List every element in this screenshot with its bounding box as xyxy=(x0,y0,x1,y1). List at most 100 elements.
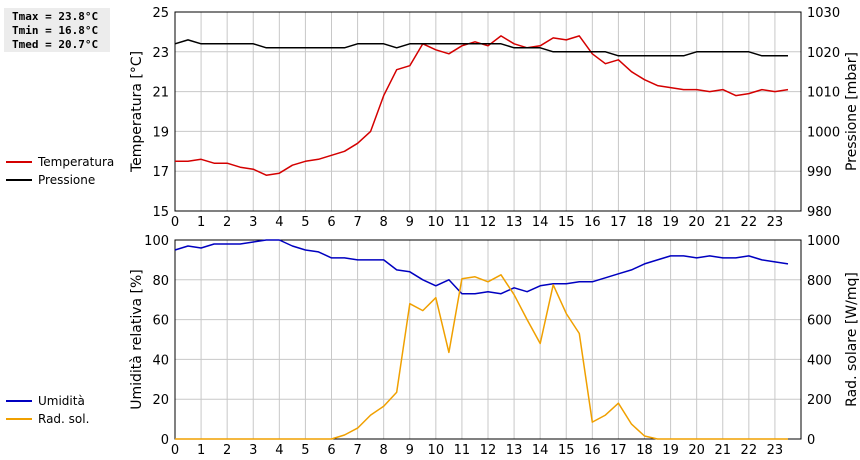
y-right-tick-label: 980 xyxy=(807,205,832,220)
y-right-tick-label: 600 xyxy=(807,314,832,329)
x-tick-label: 14 xyxy=(532,215,549,230)
y-left-tick-label: 25 xyxy=(152,6,169,21)
legend-swatch-pressione xyxy=(6,179,32,181)
legend-label-pressione: Pressione xyxy=(38,173,96,187)
x-tick-label: 9 xyxy=(406,443,414,458)
legend-top: Temperatura Pressione xyxy=(6,153,114,189)
chart-panel-1: 0 1 2 3 4 5 6 7 8 9 10 11 12 13 14 15 16 17 18 19 20 21 22 2302… xyxy=(129,234,860,458)
x-tick-label: 8 xyxy=(380,215,388,230)
y-right-axis-label: Pressione [mbar] xyxy=(844,52,860,171)
legend-label-umidita: Umidità xyxy=(38,394,85,408)
legend-item-umidita: Umidità xyxy=(6,392,89,410)
y-right-tick-label: 0 xyxy=(807,433,815,448)
y-left-tick-label: 21 xyxy=(152,86,169,101)
x-tick-label: 20 xyxy=(688,443,705,458)
series-line-temperatura xyxy=(175,35,789,176)
x-tick-label: 20 xyxy=(688,215,705,230)
legend-swatch-temperatura xyxy=(6,161,32,163)
x-tick-label: 18 xyxy=(636,215,653,230)
x-tick-label: 19 xyxy=(662,443,679,458)
x-tick-label: 0 xyxy=(171,215,179,230)
y-left-tick-label: 0 xyxy=(161,433,169,448)
y-right-tick-label: 1000 xyxy=(807,125,840,140)
y-right-axis-label: Rad. solare [W/mq] xyxy=(844,272,860,407)
x-tick-label: 5 xyxy=(301,443,309,458)
y-left-tick-label: 23 xyxy=(152,46,169,61)
y-right-tick-label: 1010 xyxy=(807,86,840,101)
x-tick-label: 4 xyxy=(275,443,283,458)
y-right-tick-label: 1020 xyxy=(807,46,840,61)
x-tick-label: 2 xyxy=(223,443,231,458)
x-tick-label: 7 xyxy=(353,215,361,230)
y-right-tick-label: 1030 xyxy=(807,6,840,21)
x-tick-label: 16 xyxy=(584,443,601,458)
x-tick-label: 12 xyxy=(480,215,497,230)
series-line-umidit- xyxy=(174,239,789,295)
y-left-tick-label: 60 xyxy=(152,314,169,329)
x-tick-label: 12 xyxy=(480,443,497,458)
plot-frame xyxy=(174,239,802,440)
stat-tmax: Tmax = 23.8°C xyxy=(12,10,99,23)
series-line-rad-sol- xyxy=(175,274,788,440)
x-tick-label: 18 xyxy=(636,443,653,458)
x-tick-label: 13 xyxy=(506,215,523,230)
statistics-box: Tmax = 23.8°C Tmin = 16.8°C Tmed = 20.7°… xyxy=(4,8,110,52)
x-tick-label: 19 xyxy=(662,215,679,230)
x-tick-label: 8 xyxy=(380,443,388,458)
x-tick-label: 0 xyxy=(171,443,179,458)
x-tick-label: 6 xyxy=(327,215,335,230)
x-tick-label: 22 xyxy=(741,215,758,230)
x-tick-label: 3 xyxy=(249,215,257,230)
legend-bottom-items: Umidità Rad. sol. xyxy=(6,392,89,428)
x-tick-label: 1 xyxy=(197,215,205,230)
x-tick-label: 1 xyxy=(197,443,205,458)
x-tick-label: 11 xyxy=(454,443,471,458)
legend-swatch-rad-sol xyxy=(6,418,32,420)
chart-panel-0: 0 1 2 3 4 5 6 7 8 9 10 11 12 13 14 15 16 17 18 19 20 21 22 2315… xyxy=(129,6,860,230)
y-left-tick-label: 15 xyxy=(152,205,169,220)
x-tick-label: 6 xyxy=(327,443,335,458)
x-tick-label: 23 xyxy=(767,215,784,230)
stat-tmed: Tmed = 20.7°C xyxy=(12,38,99,51)
y-right-tick-label: 200 xyxy=(807,393,832,408)
y-left-tick-label: 20 xyxy=(152,393,169,408)
y-left-tick-label: 80 xyxy=(152,274,169,289)
x-tick-label: 17 xyxy=(610,215,627,230)
y-right-tick-label: 800 xyxy=(807,274,832,289)
y-right-tick-label: 400 xyxy=(807,353,832,368)
x-tick-label: 14 xyxy=(532,443,549,458)
x-tick-label: 15 xyxy=(558,443,575,458)
series-line-pressione xyxy=(174,39,788,57)
x-tick-label: 5 xyxy=(301,215,309,230)
y-right-tick-label: 1000 xyxy=(807,234,840,249)
legend-label-rad-sol: Rad. sol. xyxy=(38,412,90,426)
y-left-tick-label: 17 xyxy=(152,165,169,180)
x-tick-label: 23 xyxy=(767,443,784,458)
legend-item-pressione: Pressione xyxy=(6,171,114,189)
x-tick-label: 3 xyxy=(249,443,257,458)
y-left-tick-label: 19 xyxy=(152,125,169,140)
legend-swatch-umidita xyxy=(6,400,32,402)
x-tick-label: 21 xyxy=(714,215,731,230)
y-left-axis-label: Temperatura [°C] xyxy=(129,51,145,173)
x-tick-label: 4 xyxy=(275,215,283,230)
x-tick-label: 10 xyxy=(428,215,445,230)
x-tick-label: 13 xyxy=(506,443,523,458)
stat-tmin: Tmin = 16.8°C xyxy=(12,24,99,37)
legend-label-temperatura: Temperatura xyxy=(38,155,115,169)
plot-frame xyxy=(174,11,802,212)
legend-item-rad-sol: Rad. sol. xyxy=(6,410,89,428)
x-tick-label: 15 xyxy=(558,215,575,230)
y-left-tick-label: 40 xyxy=(152,353,169,368)
x-tick-label: 11 xyxy=(454,215,471,230)
x-tick-label: 16 xyxy=(584,215,601,230)
y-left-axis-label: Umidità relativa [%] xyxy=(129,269,145,410)
x-tick-label: 21 xyxy=(714,443,731,458)
y-right-tick-label: 990 xyxy=(807,165,832,180)
x-tick-label: 7 xyxy=(353,443,361,458)
x-tick-label: 17 xyxy=(610,443,627,458)
x-tick-label: 22 xyxy=(741,443,758,458)
x-tick-label: 9 xyxy=(406,215,414,230)
x-tick-label: 10 xyxy=(428,443,445,458)
